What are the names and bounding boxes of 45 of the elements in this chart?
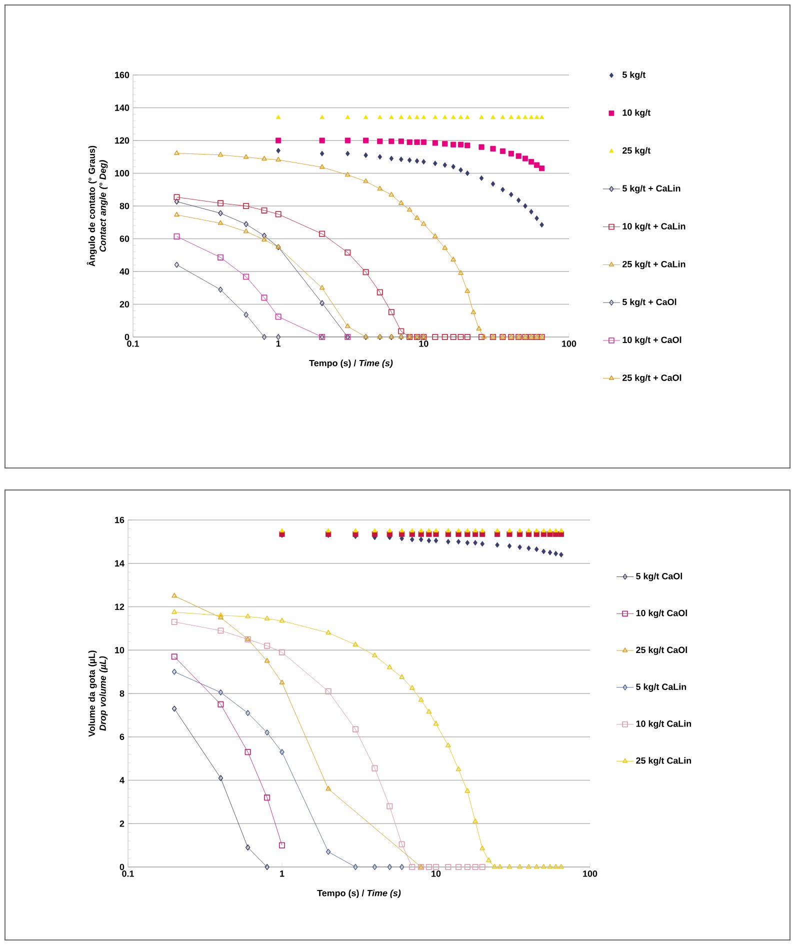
y-tick-label: 60 [120, 236, 130, 242]
x-tick-label: 0.1 [122, 870, 134, 877]
legend-label: 25 kg/t CaOl [636, 646, 687, 655]
legend-label: 25 kg/t [622, 147, 650, 156]
legend-label: 5 kg/t CaOl [636, 572, 682, 582]
x-tick-label: 10 [419, 340, 428, 347]
x-tick-label: 10 [432, 870, 441, 877]
y-tick-label: 6 [120, 734, 124, 740]
legend-label: 25 kg/t + CaOl [622, 374, 682, 383]
y-tick-label: 20 [120, 301, 130, 308]
legend-label: 5 kg/t CaLin [636, 683, 686, 692]
y-tick-label: 100 [115, 170, 130, 176]
x-tick-label: 1 [276, 340, 281, 347]
y-tick-label: 0 [120, 864, 124, 870]
x-tick-label: 0.1 [127, 340, 139, 347]
y-tick-label: 4 [120, 777, 124, 784]
y-axis-title: Volume da gota (µL) Drop volume (µL) [88, 650, 108, 737]
y-tick-label: 16 [115, 516, 124, 524]
legend-label: 10 kg/t CaLin [636, 720, 692, 729]
legend-label: 5 kg/t + CaOl [622, 298, 676, 307]
x-axis-title: Tempo (s) / Time (s) [309, 360, 393, 368]
y-tick-label: 120 [115, 137, 130, 144]
x-tick-label: 100 [562, 340, 576, 347]
y-tick-label: 10 [115, 646, 124, 654]
x-tick-label: 1 [280, 870, 284, 877]
legend-label: 5 kg/t + CaLin [622, 184, 680, 194]
y-tick-label: 0 [124, 334, 130, 340]
legend-label: 10 kg/t + CaOl [622, 336, 682, 345]
legend-label: 25 kg/t + CaLin [622, 260, 686, 270]
y-tick-label: 2 [120, 820, 124, 827]
legend-label: 25 kg/t CaLin [636, 757, 692, 766]
y-tick-label: 40 [120, 268, 130, 275]
x-tick-label: 100 [583, 870, 598, 877]
legend-label: 5 kg/t [622, 71, 646, 80]
legend-label: 10 kg/t + CaLin [622, 222, 686, 232]
y-axis-title: Ângulo de contato (° Graus) Contact angle (° Deg) [86, 146, 108, 266]
y-tick-label: 14 [115, 560, 124, 566]
y-tick-label: 160 [115, 72, 130, 78]
y-tick-label: 12 [115, 604, 124, 610]
y-tick-label: 80 [120, 202, 130, 210]
y-tick-label: 140 [115, 104, 130, 111]
y-tick-label: 8 [120, 690, 124, 697]
legend-label: 10 kg/t [622, 109, 650, 118]
x-axis-title: Tempo (s) / Time (s) [317, 890, 401, 898]
legend-label: 10 kg/t CaOl [636, 610, 687, 618]
